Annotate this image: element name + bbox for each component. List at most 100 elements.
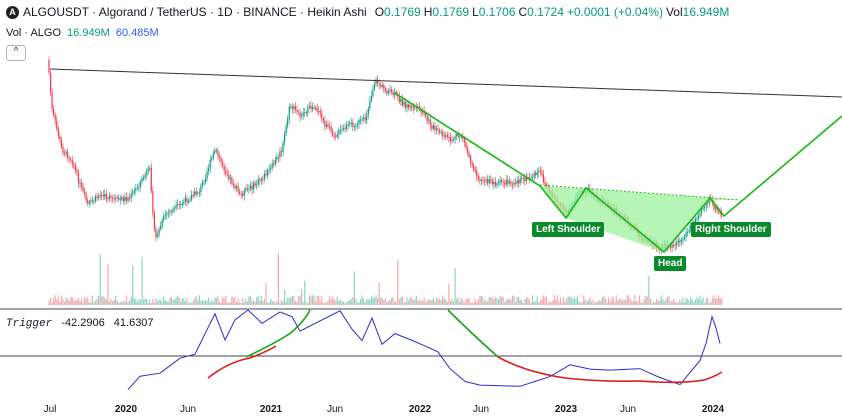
time-axis-label: 2020	[114, 404, 138, 415]
candle-body	[522, 177, 524, 179]
volume-bar	[527, 297, 529, 305]
volume-bar	[70, 296, 72, 305]
volume-bar	[538, 302, 540, 305]
volume-bar	[189, 302, 191, 305]
volume-bar	[266, 302, 269, 305]
volume-bar	[521, 299, 523, 305]
candle-body	[542, 174, 545, 182]
volume-legend[interactable]: Vol · ALGO 16.949M 60.485M	[6, 27, 159, 39]
price-chart[interactable]	[0, 0, 842, 397]
candle-body	[226, 173, 228, 175]
candle-body	[676, 242, 678, 246]
candle-body	[696, 218, 698, 220]
head-label[interactable]: Head	[654, 256, 687, 271]
volume-bar	[198, 295, 200, 305]
candle-body	[490, 179, 492, 181]
volume-bar	[471, 302, 473, 305]
candle-body	[246, 188, 248, 190]
volume-bar	[691, 299, 693, 305]
volume-bar	[615, 295, 617, 305]
candle-body	[700, 209, 703, 213]
candle-body	[349, 123, 351, 125]
volume-bar	[232, 297, 235, 305]
volume-bar	[501, 296, 503, 305]
volume-bar	[522, 302, 524, 305]
indicator-legend[interactable]: Trigger -42.2906 41.6307	[6, 317, 154, 330]
candle-body	[390, 89, 393, 92]
candle-body	[166, 213, 168, 215]
volume-bar	[547, 302, 549, 305]
candle-body	[699, 212, 701, 216]
candle-body	[158, 228, 160, 235]
candle-body	[187, 200, 190, 203]
volume-bar	[308, 295, 310, 305]
candle-body	[344, 127, 346, 129]
volume-bar	[491, 296, 493, 305]
volume-bar	[173, 299, 176, 305]
volume-bar	[211, 300, 213, 305]
volume-bar	[576, 295, 579, 305]
candle-body	[307, 106, 309, 114]
volume-bar	[648, 276, 650, 305]
volume-bar	[570, 297, 572, 305]
volume-bar	[297, 296, 300, 305]
ohlc-value: 0.1769	[432, 5, 470, 19]
candle-body	[299, 112, 301, 117]
candle-body	[705, 202, 707, 208]
volume-bar	[338, 300, 340, 305]
volume-bar	[240, 302, 242, 305]
candle-body	[352, 122, 354, 127]
volume-bar	[239, 302, 241, 305]
volume-bar	[386, 301, 388, 305]
symbol-legend[interactable]: A ALGOUSDT · Algorand / TetherUS · 1D · …	[6, 5, 732, 19]
candle-body	[156, 234, 159, 237]
candle-body	[452, 139, 455, 141]
volume-bar	[476, 301, 478, 305]
collapse-legend-button[interactable]: ^	[6, 45, 26, 61]
volume-bar	[294, 301, 297, 305]
volume-bar	[322, 302, 324, 305]
candle-body	[514, 182, 517, 184]
candle-body	[71, 160, 73, 164]
candle-body	[524, 177, 526, 181]
candle-body	[121, 197, 123, 200]
volume-bar	[544, 297, 546, 305]
volume-bar	[626, 295, 628, 305]
candle-body	[279, 151, 281, 158]
volume-bar	[142, 299, 145, 305]
volume-bar	[595, 301, 597, 305]
volume-bar	[102, 296, 104, 305]
volume-bar	[99, 254, 101, 305]
volume-bar	[373, 297, 376, 305]
right-shoulder-label[interactable]: Right Shoulder	[691, 222, 771, 237]
candle-body	[288, 106, 290, 119]
time-axis[interactable]: Jul 2020 Jun 2021 Jun 2022 Jun 2023 Jun 2024	[0, 397, 842, 419]
candle-body	[243, 190, 245, 196]
volume-bar	[276, 301, 278, 305]
volume-bar	[601, 297, 603, 305]
volume-bar	[632, 301, 634, 305]
volume-bar	[700, 299, 703, 305]
volume-bar	[344, 302, 346, 305]
candle-body	[401, 99, 403, 106]
candle-body	[380, 84, 382, 87]
left-shoulder-label[interactable]: Left Shoulder	[532, 222, 605, 237]
volume-bar	[84, 296, 86, 305]
volume-bar	[609, 301, 611, 305]
volume-bar	[676, 302, 678, 305]
volume-bar	[659, 300, 661, 305]
candle-body	[325, 124, 328, 127]
volume-bar	[127, 301, 129, 305]
volume-bar	[53, 298, 55, 305]
candle-body	[225, 170, 227, 174]
volume-bar	[411, 297, 413, 305]
ohlc-value: 16.949M	[682, 5, 730, 19]
candle-body	[98, 196, 100, 199]
volume-bar	[67, 299, 69, 305]
volume-bar	[245, 298, 247, 305]
volume-bar	[293, 296, 295, 305]
volume-bar	[682, 297, 684, 305]
volume-bar	[497, 299, 500, 305]
candle-body	[287, 118, 289, 127]
candle-body	[685, 232, 687, 237]
